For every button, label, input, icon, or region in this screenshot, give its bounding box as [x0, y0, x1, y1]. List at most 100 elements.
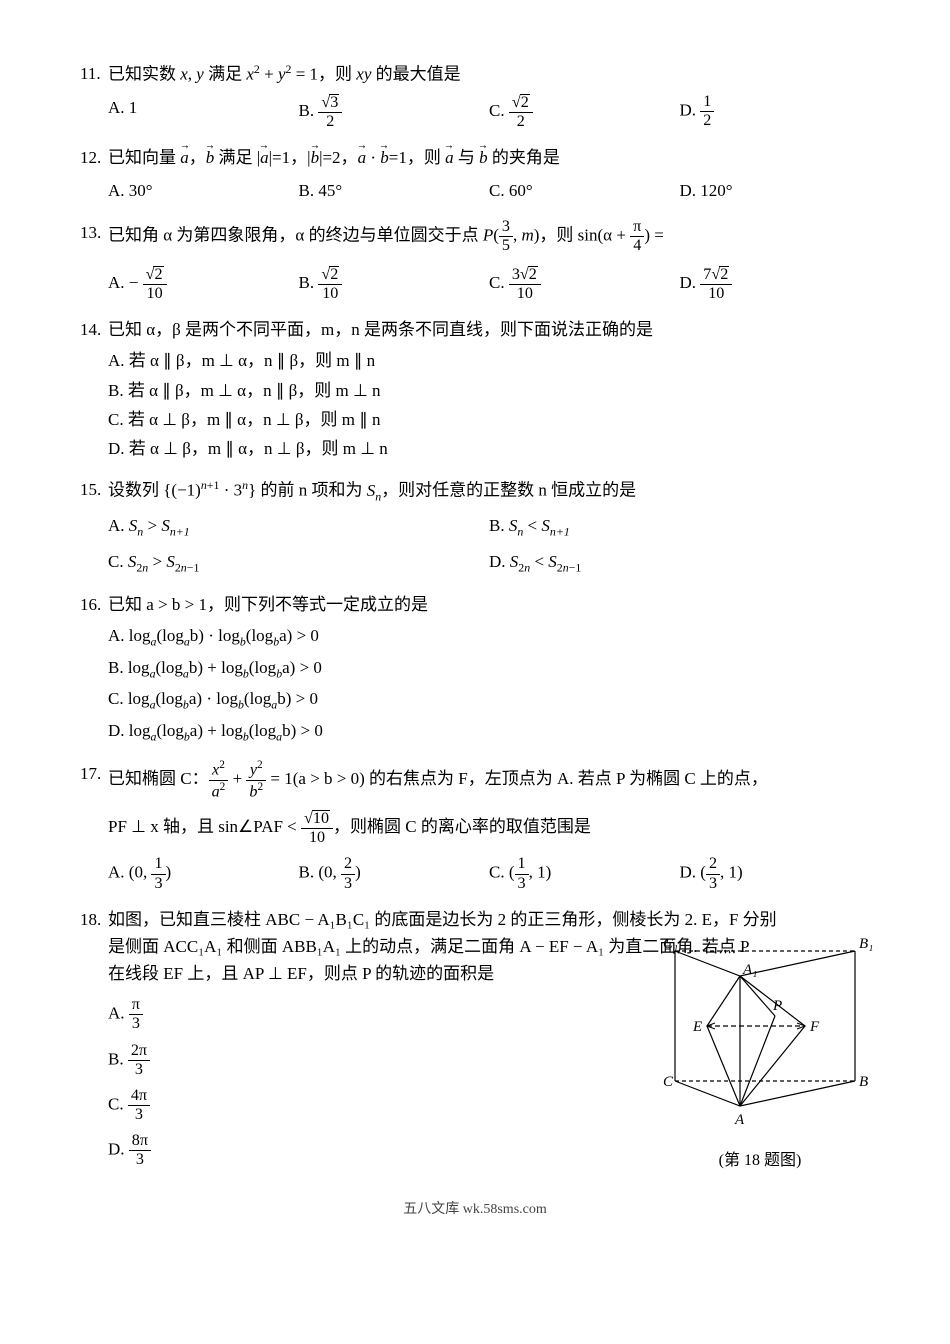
- text: C. (: [489, 863, 515, 882]
- text: } 的前 n 项和为: [248, 481, 367, 500]
- option-d: D. 7210: [680, 266, 871, 302]
- q-stem: 已知椭圆 C：x2a2 + y2b2 = 1(a > b > 0) 的右焦点为 …: [108, 760, 870, 800]
- text: PF ⊥ x 轴，且 sin∠PAF <: [108, 817, 301, 836]
- t: B. log: [108, 658, 150, 677]
- options: A. 若 α ∥ β，m ⊥ α，n ∥ β，则 m ∥ n B. 若 α ∥ …: [80, 347, 870, 462]
- q-number: 17.: [80, 760, 108, 787]
- option-a: A. (0, 13): [108, 856, 299, 891]
- text: D.: [680, 100, 701, 119]
- q-stem-line2: PF ⊥ x 轴，且 sin∠PAF < 1010，则椭圆 C 的离心率的取值范…: [80, 810, 870, 846]
- q-number: 18.: [80, 906, 108, 933]
- text: A. (0,: [108, 863, 151, 882]
- option-d: D. loga(logba) + logb(logab) > 0: [108, 717, 870, 746]
- text: A.: [108, 516, 129, 535]
- option-b: B. 210: [299, 266, 490, 302]
- t: (log: [249, 721, 276, 740]
- question-11: 11. 已知实数 x, y 满足 x2 + y2 = 1，则 xy 的最大值是 …: [80, 60, 870, 130]
- option-a: A. 若 α ∥ β，m ⊥ α，n ∥ β，则 m ∥ n: [108, 347, 870, 374]
- option-c: C. 若 α ⊥ β，m ∥ α，n ⊥ β，则 m ∥ n: [108, 406, 870, 433]
- q-number: 13.: [80, 219, 108, 246]
- label-a1: A₁: [742, 962, 757, 978]
- t: (log: [249, 658, 276, 677]
- text: C.: [108, 552, 128, 571]
- text: 已知角 α 为第四象限角，α 的终边与单位圆交于点: [108, 225, 483, 244]
- text: A. 1: [108, 98, 137, 117]
- question-17: 17. 已知椭圆 C：x2a2 + y2b2 = 1(a > b > 0) 的右…: [80, 760, 870, 892]
- t: (log: [244, 689, 271, 708]
- text: 设数列 {(−1): [108, 481, 201, 500]
- q-number: 14.: [80, 316, 108, 343]
- text: ) =: [644, 225, 664, 244]
- option-c: C. 60°: [489, 177, 680, 204]
- prism-svg: C₁ A₁ B₁ C A B E F P: [645, 926, 875, 1136]
- text: A.: [108, 273, 129, 292]
- question-14: 14. 已知 α，β 是两个不同平面，m，n 是两条不同直线，则下面说法正确的是…: [80, 316, 870, 462]
- text: ，则: [318, 65, 356, 84]
- option-c: C. (13, 1): [489, 856, 680, 891]
- text: 的夹角是: [488, 148, 560, 167]
- text: |=2，: [319, 148, 358, 167]
- t: b) > 0: [277, 689, 318, 708]
- label-a: A: [734, 1112, 745, 1128]
- t: (log: [156, 658, 183, 677]
- option-d: D. 120°: [680, 177, 871, 204]
- text: = 1(a > b > 0) 的右焦点为 F，左顶点为 A. 若点 P 为椭圆 …: [266, 769, 768, 788]
- question-13: 13. 已知角 α 为第四象限角，α 的终边与单位圆交于点 P(35, m)，则…: [80, 219, 870, 303]
- question-18: 18. 如图，已知直三棱柱 ABC − A₁B₁C₁ 的底面是边长为 2 的正三…: [80, 906, 870, 1169]
- q-number: 11.: [80, 60, 108, 87]
- text: D. (: [680, 863, 706, 882]
- text: B.: [299, 273, 319, 292]
- t: b) > 0: [282, 721, 323, 740]
- text: A.: [108, 1004, 129, 1023]
- label-c: C: [663, 1074, 674, 1090]
- t: (log: [156, 721, 183, 740]
- label-b1: B₁: [859, 936, 873, 952]
- text: C.: [108, 1094, 128, 1113]
- label-e: E: [692, 1019, 702, 1035]
- option-a: A. 30°: [108, 177, 299, 204]
- text: |=1，|: [269, 148, 311, 167]
- question-12: 12. 已知向量 a，b 满足 |a|=1，|b|=2，a · b=1，则 a …: [80, 144, 870, 204]
- text: D.: [489, 552, 510, 571]
- options: A. 30° B. 45° C. 60° D. 120°: [80, 177, 870, 204]
- text: ，则对任意的正整数 n 恒成立的是: [381, 481, 636, 500]
- q-stem: 设数列 {(−1)n+1 · 3n} 的前 n 项和为 Sn，则对任意的正整数 …: [108, 476, 870, 506]
- t: b) + log: [189, 658, 243, 677]
- option-b: B. Sn < Sn+1: [489, 512, 870, 541]
- option-a: A. 1: [108, 94, 299, 130]
- options: A. loga(logab) · logb(logba) > 0 B. loga…: [80, 622, 870, 746]
- text: 已知向量: [108, 148, 180, 167]
- t: a) + log: [190, 721, 243, 740]
- option-b: B. 若 α ∥ β，m ⊥ α，n ∥ β，则 m ⊥ n: [108, 377, 870, 404]
- text: B.: [108, 1049, 128, 1068]
- option-b: B. (0, 23): [299, 856, 490, 891]
- text: B. (0,: [299, 863, 342, 882]
- text: =1，则: [389, 148, 445, 167]
- question-16: 16. 已知 a > b > 1，则下列不等式一定成立的是 A. loga(lo…: [80, 591, 870, 746]
- q-stem: 已知 α，β 是两个不同平面，m，n 是两条不同直线，则下面说法正确的是: [108, 316, 870, 343]
- t: (log: [156, 689, 183, 708]
- text: 已知实数: [108, 65, 180, 84]
- label-b: B: [859, 1074, 868, 1090]
- t: C. log: [108, 689, 150, 708]
- text: C.: [489, 101, 509, 120]
- text: D.: [680, 273, 701, 292]
- option-d: D. 若 α ⊥ β，m ∥ α，n ⊥ β，则 m ⊥ n: [108, 435, 870, 462]
- t: a) > 0: [282, 658, 322, 677]
- label-p: P: [772, 998, 782, 1014]
- q-number: 15.: [80, 476, 108, 503]
- t: (log: [246, 626, 273, 645]
- option-c: C. S2n > S2n−1: [108, 548, 489, 577]
- text: 与: [454, 148, 480, 167]
- t: a) · log: [189, 689, 238, 708]
- options: A. (0, 13) B. (0, 23) C. (13, 1) D. (23,…: [80, 856, 870, 891]
- figure-caption: (第 18 题图): [640, 1148, 880, 1174]
- t: a) > 0: [279, 626, 319, 645]
- t: (log: [156, 626, 183, 645]
- option-b: B. 45°: [299, 177, 490, 204]
- prism-figure: C₁ A₁ B₁ C A B E F P (第 18 题图): [640, 926, 880, 1174]
- q-number: 12.: [80, 144, 108, 171]
- page-footer: 五八文库 wk.58sms.com: [80, 1199, 870, 1221]
- text: 已知椭圆 C：: [108, 769, 209, 788]
- t: A. log: [108, 626, 151, 645]
